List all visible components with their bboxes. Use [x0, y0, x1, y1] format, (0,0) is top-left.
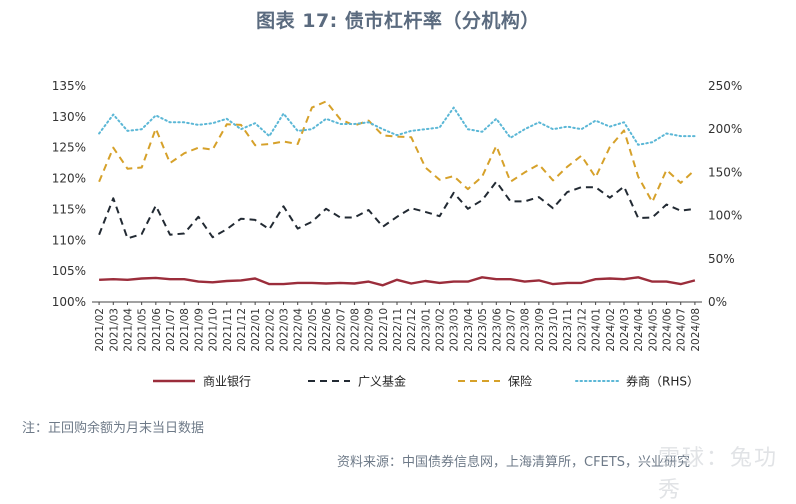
y-left-tick-label: 105%: [52, 264, 86, 278]
y-axis-left-ticks: 100% 105% 110% 115% 120% 125% 130% 135%: [52, 79, 86, 309]
x-tick-label: 2021/12: [236, 308, 248, 352]
x-tick-label: 2021/11: [222, 308, 234, 352]
y-right-tick-label: 250%: [708, 79, 742, 93]
x-tick-label: 2021/02: [94, 308, 106, 352]
legend-label-0: 商业银行: [203, 374, 251, 389]
x-tick-label: 2022/01: [250, 308, 262, 352]
x-tick-label: 2023/08: [520, 308, 532, 352]
x-tick-label: 2024/05: [647, 308, 659, 352]
x-tick-label: 2023/11: [562, 308, 574, 352]
y-left-tick-label: 110%: [52, 233, 86, 247]
x-tick-label: 2023/02: [435, 308, 447, 352]
x-tick-label: 2023/01: [420, 308, 432, 352]
x-tick-label: 2022/12: [406, 308, 418, 352]
x-tick-label: 2023/12: [576, 308, 588, 352]
x-tick-label: 2021/06: [151, 308, 163, 352]
x-tick-label: 2024/03: [619, 308, 631, 352]
series-line-2: [98, 100, 696, 203]
y-left-tick-label: 100%: [52, 295, 86, 309]
y-right-tick-label: 100%: [708, 209, 742, 223]
y-left-tick-label: 135%: [52, 79, 86, 93]
y-left-tick-label: 125%: [52, 141, 86, 155]
chart: 100% 105% 110% 115% 120% 125% 130% 135% 0% 50% 10…: [52, 79, 743, 389]
x-tick-label: 2021/09: [193, 308, 205, 352]
x-tick-label: 2024/01: [591, 308, 603, 352]
watermark: 雪球：兔功秀: [658, 446, 779, 503]
x-tick-label: 2022/07: [335, 308, 347, 352]
footnote: 注：正回购余额为月末当日数据: [22, 421, 205, 436]
x-tick-label: 2021/04: [122, 308, 134, 352]
x-tick-label: 2024/06: [662, 308, 674, 352]
x-tick-label: 2023/07: [505, 308, 517, 352]
series-line-1: [98, 180, 696, 240]
source-text: 资料来源：中国债券信息网，上海清算所，CFETS，兴业研究: [337, 455, 690, 470]
x-tick-label: 2022/04: [293, 308, 305, 352]
legend: 商业银行 广义基金 保险 券商（RHS）: [153, 374, 699, 389]
x-tick-label: 2021/10: [208, 308, 220, 352]
x-tick-label: 2024/08: [690, 308, 702, 352]
x-tick-label: 2022/06: [321, 308, 333, 352]
x-axis-ticks: 2021/02 2021/03 2021/04 2021/05 2021/06 2021/…: [94, 302, 702, 352]
x-tick-label: 2024/07: [676, 308, 688, 352]
y-right-tick-label: 0%: [708, 295, 727, 309]
y-axis-right-ticks: 0% 50% 100% 150% 200% 250%: [708, 79, 742, 309]
x-tick-label: 2022/05: [307, 308, 319, 352]
series-line-0: [99, 276, 696, 287]
y-left-tick-label: 115%: [52, 202, 86, 216]
legend-label-1: 广义基金: [358, 374, 406, 389]
x-tick-label: 2022/02: [264, 308, 276, 352]
x-tick-label: 2021/03: [108, 308, 120, 352]
x-tick-label: 2023/09: [534, 308, 546, 352]
x-tick-label: 2022/11: [392, 308, 404, 352]
x-tick-label: 2023/06: [491, 308, 503, 352]
series-lines: [98, 100, 696, 287]
x-tick-label: 2024/02: [605, 308, 617, 352]
y-left-tick-label: 130%: [52, 110, 86, 124]
x-tick-label: 2021/05: [137, 308, 149, 352]
x-tick-label: 2022/10: [378, 308, 390, 352]
legend-label-3: 券商（RHS）: [626, 374, 699, 389]
x-tick-label: 2024/04: [633, 308, 645, 352]
x-tick-label: 2023/04: [463, 308, 475, 352]
chart-title: 图表 17: 债市杠杆率（分机构）: [256, 10, 540, 32]
x-tick-label: 2023/10: [548, 308, 560, 352]
y-right-tick-label: 200%: [708, 122, 742, 136]
x-tick-label: 2023/05: [477, 308, 489, 352]
legend-label-2: 保险: [508, 374, 532, 389]
y-right-tick-label: 50%: [708, 252, 735, 266]
series-line-3: [98, 106, 696, 146]
y-right-tick-label: 150%: [708, 165, 742, 179]
x-tick-label: 2021/08: [179, 308, 191, 352]
x-tick-label: 2022/08: [349, 308, 361, 352]
y-left-tick-label: 120%: [52, 172, 86, 186]
x-tick-label: 2022/09: [364, 308, 376, 352]
x-tick-label: 2023/03: [449, 308, 461, 352]
x-tick-label: 2022/03: [279, 308, 291, 352]
x-tick-label: 2021/07: [165, 308, 177, 352]
